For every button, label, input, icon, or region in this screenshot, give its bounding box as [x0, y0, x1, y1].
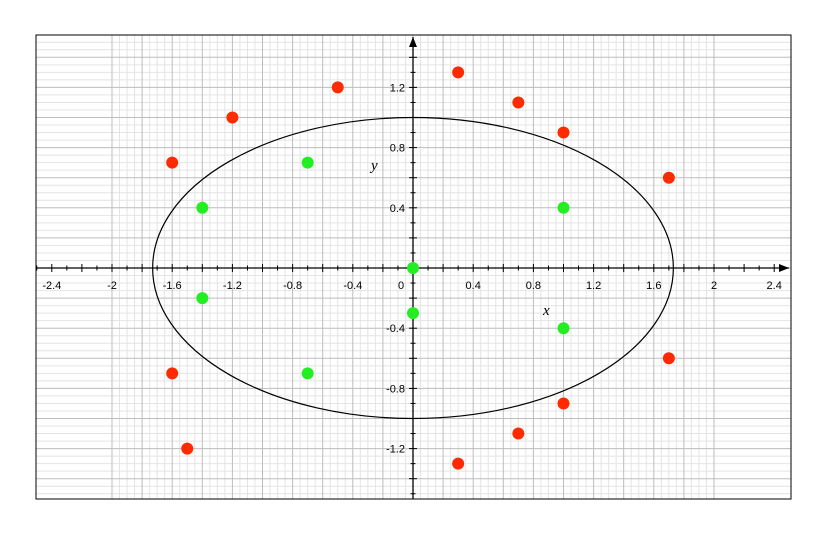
red-point: [181, 442, 194, 455]
red-point: [557, 397, 570, 410]
y-tick-label: 1.2: [390, 82, 405, 94]
red-point: [512, 427, 525, 440]
y-axis-label: y: [369, 158, 378, 174]
x-tick-label: 0: [398, 280, 404, 292]
y-axis-arrow: [409, 37, 417, 47]
x-tick-label: 0.8: [526, 280, 541, 292]
x-tick-label: -0.4: [343, 280, 362, 292]
x-tick-label: -2: [107, 280, 117, 292]
green-point: [407, 307, 419, 320]
red-point: [452, 66, 465, 79]
red-point: [662, 171, 675, 184]
red-point: [557, 126, 570, 139]
red-point: [166, 156, 179, 169]
red-point: [512, 96, 525, 109]
ellipse-curve: [152, 116, 674, 420]
x-tick-label: 1.6: [646, 280, 661, 292]
y-tick-label: -1.2: [386, 444, 405, 456]
red-point: [331, 81, 344, 94]
green-point: [301, 156, 314, 169]
green-point: [557, 201, 570, 214]
y-tick-label: 0.8: [390, 143, 405, 155]
x-tick-label: 2: [711, 280, 717, 292]
y-tick-label: -0.8: [386, 383, 405, 395]
red-point: [226, 111, 239, 124]
green-point: [196, 201, 209, 214]
x-tick-label: -2.4: [42, 280, 61, 292]
x-axis-arrow: [779, 264, 789, 272]
red-point: [166, 367, 179, 380]
green-point: [196, 292, 209, 305]
green-point: [407, 262, 419, 274]
y-tick-label: -0.4: [386, 323, 405, 335]
red-point: [662, 352, 675, 365]
x-tick-label: 1.2: [586, 280, 601, 292]
green-point: [301, 367, 314, 380]
x-tick-label: -1.2: [223, 280, 242, 292]
x-tick-label: -1.6: [163, 280, 182, 292]
x-axis-label: x: [542, 303, 550, 319]
x-tick-label: -0.8: [283, 280, 302, 292]
y-tick-label: 0.4: [390, 203, 405, 215]
data-points: [166, 66, 675, 470]
green-point: [557, 322, 570, 335]
x-tick-label: 2.4: [767, 280, 782, 292]
red-point: [452, 457, 465, 470]
x-tick-label: 0.4: [466, 280, 481, 292]
ellipse-layer: [152, 116, 674, 420]
tick-labels: -2.4 -2 -1.6 -1.2 -0.8 -0.4 0 0.4 0.8 1.2 1.6 2 2.4 -…: [42, 82, 782, 455]
